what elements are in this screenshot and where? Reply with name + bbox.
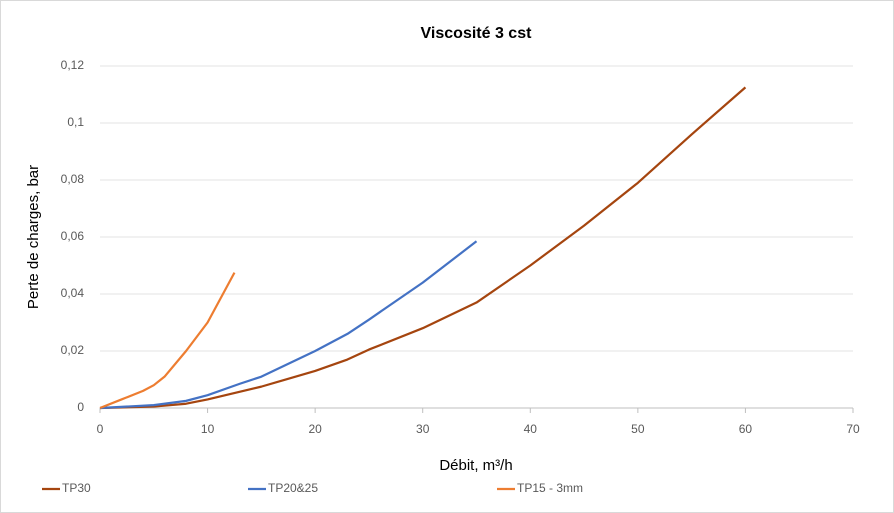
series-line <box>99 86 747 410</box>
series-line <box>99 272 236 410</box>
y-tick-label: 0,04 <box>61 286 85 300</box>
x-tick-label: 50 <box>631 422 645 436</box>
y-tick-label: 0,08 <box>61 172 85 186</box>
x-tick-label: 60 <box>739 422 753 436</box>
y-tick-label: 0,1 <box>67 115 84 129</box>
y-tick-label: 0,12 <box>61 58 85 72</box>
legend-label: TP20&25 <box>268 481 318 495</box>
x-axis-label: Débit, m³/h <box>439 457 512 474</box>
x-tick-label: 10 <box>201 422 215 436</box>
x-tick-label: 30 <box>416 422 430 436</box>
series-line <box>99 240 478 410</box>
x-tick-label: 0 <box>97 422 104 436</box>
y-axis-label: Perte de charges, bar <box>25 165 42 309</box>
x-tick-label: 70 <box>846 422 860 436</box>
x-tick-label: 20 <box>308 422 322 436</box>
chart-title: Viscosité 3 cst <box>421 25 533 42</box>
x-tick-label: 40 <box>524 422 538 436</box>
y-tick-label: 0,06 <box>61 229 85 243</box>
legend-label: TP15 - 3mm <box>517 481 583 495</box>
legend-label: TP30 <box>62 481 91 495</box>
y-tick-label: 0 <box>77 400 84 414</box>
y-tick-label: 0,02 <box>61 343 85 357</box>
